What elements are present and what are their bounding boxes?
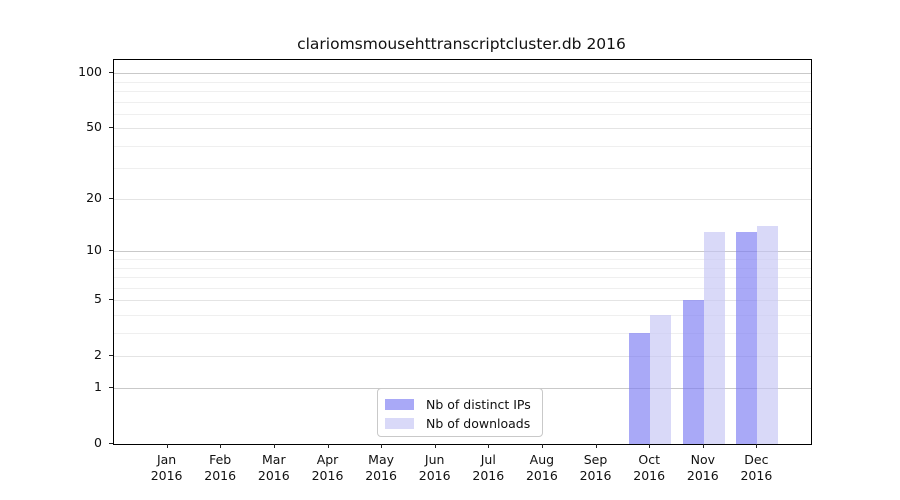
legend-item-distinct-ips: Nb of distinct IPs [385, 395, 542, 414]
y-tick-label-1: 1 [94, 379, 102, 395]
gridline-minor-y-60 [114, 113, 811, 115]
legend: Nb of distinct IPs Nb of downloads [377, 388, 543, 437]
y-tick-mark-1 [109, 387, 113, 389]
x-tick-label-mar: Mar 2016 [257, 452, 290, 483]
y-tick-label-2: 2 [94, 346, 102, 362]
y-tick-label-10: 10 [86, 242, 102, 258]
bar-downloads-dec [757, 226, 779, 444]
x-tick-mark-sep [595, 444, 597, 448]
gridline-minor-y-70 [114, 101, 811, 103]
y-tick-mark-50 [109, 127, 113, 129]
x-tick-label-nov: Nov 2016 [686, 452, 719, 483]
gridline-minor-y-40 [114, 145, 811, 147]
legend-swatch-downloads [385, 418, 414, 429]
y-tick-label-50: 50 [86, 119, 102, 135]
y-tick-label-5: 5 [94, 291, 102, 306]
gridline-minor-y-4 [114, 314, 811, 316]
y-tick-label-0: 0 [94, 435, 102, 450]
legend-label-distinct-ips: Nb of distinct IPs [426, 397, 531, 412]
gridline-y-100 [114, 73, 811, 75]
y-tick-mark-5 [109, 299, 113, 300]
y-tick-label-100: 100 [78, 64, 102, 80]
gridline-y-10 [114, 251, 811, 253]
x-tick-label-jul: Jul 2016 [472, 452, 505, 483]
y-tick-label-20: 20 [86, 190, 102, 206]
y-tick-mark-2 [109, 354, 113, 356]
gridline-minor-y-3 [114, 332, 811, 334]
x-tick-label-oct: Oct 2016 [633, 452, 666, 483]
x-tick-label-feb: Feb 2016 [204, 452, 237, 483]
x-tick-label-jan: Jan 2016 [150, 452, 183, 483]
x-tick-mark-jun [434, 444, 436, 448]
gridline-y-5 [114, 300, 811, 301]
gridline-minor-y-6 [114, 287, 811, 289]
x-tick-mark-mar [273, 444, 275, 448]
x-tick-mark-jul [488, 444, 490, 448]
gridline-minor-y-9 [114, 259, 811, 260]
x-tick-mark-may [381, 444, 383, 448]
gridline-y-50 [114, 128, 811, 130]
x-tick-mark-apr [327, 444, 329, 448]
bar-downloads-oct [650, 314, 672, 444]
bar-downloads-nov [703, 232, 725, 444]
gridline-y-2 [114, 355, 811, 357]
chart-title: clariomsmousehttranscriptcluster.db 2016 [297, 35, 626, 53]
gridline-y-20 [114, 199, 811, 201]
gridline-minor-y-7 [114, 276, 811, 278]
x-tick-mark-oct [649, 444, 651, 448]
legend-item-downloads: Nb of downloads [385, 414, 542, 433]
x-tick-label-apr: Apr 2016 [311, 452, 344, 483]
gridline-minor-y-90 [114, 81, 811, 83]
x-tick-mark-jan [166, 444, 168, 448]
x-tick-label-jun: Jun 2016 [418, 452, 451, 483]
plot-area [113, 59, 812, 445]
bar-distinct-ips-oct [629, 332, 651, 444]
x-tick-label-dec: Dec 2016 [740, 452, 773, 483]
gridline-minor-y-80 [114, 90, 811, 92]
gridline-minor-y-30 [114, 168, 811, 170]
y-tick-mark-20 [109, 198, 113, 200]
x-tick-label-sep: Sep 2016 [579, 452, 612, 483]
x-tick-mark-feb [220, 444, 222, 448]
x-tick-label-aug: Aug 2016 [525, 452, 558, 483]
y-tick-mark-0 [109, 443, 113, 444]
bar-distinct-ips-nov [682, 300, 704, 444]
x-tick-mark-dec [756, 444, 758, 448]
x-tick-mark-nov [702, 444, 704, 448]
gridline-minor-y-8 [114, 267, 811, 269]
x-tick-label-may: May 2016 [365, 452, 397, 483]
y-tick-mark-100 [109, 72, 113, 74]
legend-swatch-distinct-ips [385, 399, 414, 410]
legend-label-downloads: Nb of downloads [426, 416, 531, 431]
y-tick-mark-10 [109, 250, 113, 252]
x-tick-mark-aug [541, 444, 543, 448]
bar-distinct-ips-dec [736, 232, 758, 444]
